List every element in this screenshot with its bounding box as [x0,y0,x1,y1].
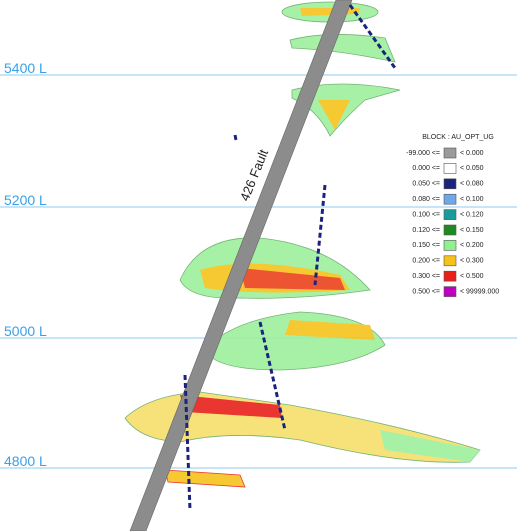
drill-hole [258,321,287,431]
legend-swatch [443,224,457,236]
ore-body [291,83,401,137]
ore-zone [285,320,375,340]
ore-zone [240,268,345,290]
drill-holes [183,4,397,511]
legend-swatch [443,286,457,297]
legend-to: < 0.500 [460,273,484,280]
level-label: 5400 L [4,60,47,76]
ore-zone [318,100,350,130]
legend-from: 0.150 <= [412,242,440,249]
drill-hole [233,134,238,141]
legend-from: 0.050 <= [412,181,440,188]
legend-swatch [443,240,457,251]
legend: BLOCK : AU_OPT_UG -99.000 <= < 0.000 0.000… [406,134,499,297]
legend-to: < 0.150 [460,227,484,234]
ore-body [289,34,396,63]
legend-to: < 99999.000 [460,288,499,295]
legend-swatch [443,163,457,174]
legend-swatch [443,147,457,159]
legend-to: < 0.080 [460,181,484,188]
drill-hole [183,374,192,511]
legend-from: 0.100 <= [412,211,440,218]
fault-plane [129,0,353,531]
ore-body [164,469,246,488]
legend-to: < 0.100 [460,196,484,203]
legend-to: < 0.300 [460,258,484,265]
legend-swatch [443,270,457,282]
legend-title: BLOCK : AU_OPT_UG [422,134,494,141]
legend-from: -99.000 <= [406,150,440,157]
legend-swatch [443,178,457,190]
legend-from: 0.120 <= [412,227,440,234]
legend-from: 0.080 <= [412,196,440,203]
legend-swatch [443,255,457,267]
legend-from: 0.000 <= [412,165,440,172]
legend-from: 0.200 <= [412,258,440,265]
ore-zone [180,395,282,418]
ore-zone [380,430,480,462]
legend-swatch [443,193,457,205]
level-label: 5200 L [4,192,47,208]
legend-swatch [443,209,457,220]
legend-to: < 0.000 [460,150,484,157]
level-label: 4800 L [4,453,47,469]
drill-hole [348,4,397,69]
legend-from: 0.300 <= [412,273,440,280]
drill-hole [313,184,327,286]
legend-to: < 0.200 [460,242,484,249]
legend-to: < 0.050 [460,165,484,172]
level-label: 5000 L [4,323,47,339]
legend-from: 0.500 <= [412,288,440,295]
legend-to: < 0.120 [460,211,484,218]
level-lines: 5400 L 5200 L 5000 L 4800 L [0,60,517,469]
